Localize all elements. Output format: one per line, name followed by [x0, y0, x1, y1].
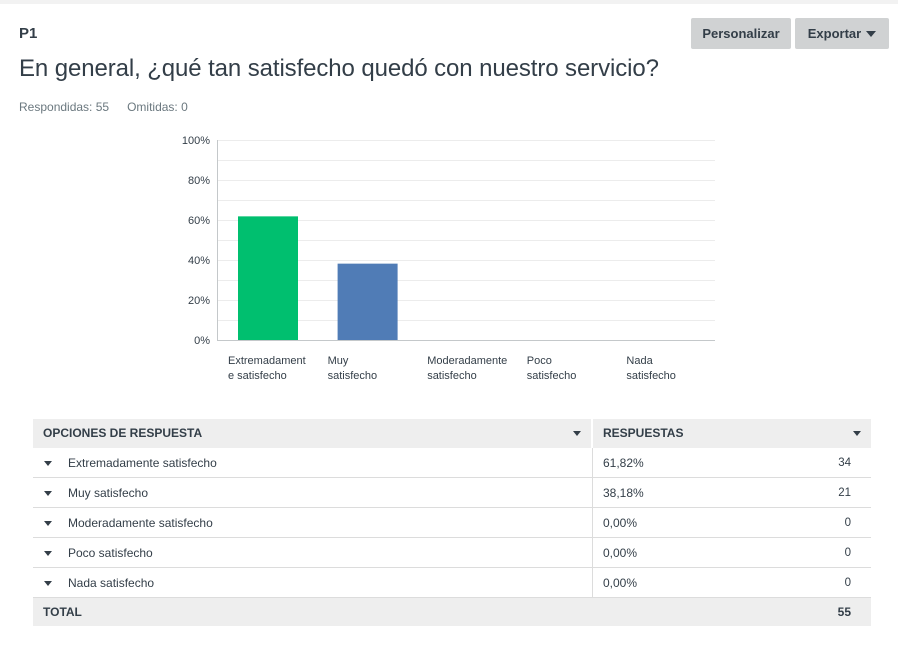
answer-option-cell: Nada satisfecho: [33, 568, 593, 597]
response-count: 0: [844, 516, 851, 529]
response-percent: 0,00%: [603, 545, 638, 560]
total-value: 55: [837, 605, 851, 619]
answer-option-label: Poco satisfecho: [68, 546, 153, 560]
x-tick-label: Moderadamente satisfecho: [427, 355, 507, 382]
header-responses-label: RESPUESTAS: [603, 426, 684, 440]
expand-caret-icon[interactable]: [44, 581, 52, 586]
table-row: Extremadamente satisfecho 61,82% 34: [33, 448, 871, 478]
chevron-down-icon: [866, 30, 877, 37]
answer-option-cell: Moderadamente satisfecho: [33, 508, 593, 537]
answer-option-label: Nada satisfecho: [68, 576, 155, 590]
expand-caret-icon[interactable]: [44, 461, 52, 466]
answer-option-cell: Muy satisfecho: [33, 478, 593, 507]
x-tick-label: Poco satisfecho: [527, 355, 577, 382]
skipped-count: Omitidas: 0: [127, 100, 188, 114]
export-button-label: Exportar: [807, 26, 862, 41]
expand-caret-icon[interactable]: [44, 491, 52, 496]
answer-option-label: Extremadamente satisfecho: [68, 456, 217, 470]
y-tick-label: 40%: [188, 255, 210, 267]
header-answer-options[interactable]: OPCIONES DE RESPUESTA: [33, 419, 593, 448]
sort-caret-icon: [853, 431, 861, 436]
bar: [337, 263, 398, 340]
response-percent: 0,00%: [603, 575, 638, 590]
responses-table: OPCIONES DE RESPUESTA RESPUESTAS Extrema…: [33, 419, 871, 626]
expand-caret-icon[interactable]: [44, 551, 52, 556]
bar-chart: 0% 20% 40% 60% 80% 100% Extremadament e satisfe…: [182, 135, 715, 382]
response-count: 34: [838, 456, 851, 469]
total-label: TOTAL: [43, 605, 82, 619]
question-title: En general, ¿qué tan satisfecho quedó co…: [19, 55, 659, 82]
x-tick-label: Muy satisfecho: [328, 355, 378, 382]
y-tick-label: 100%: [182, 135, 210, 147]
response-percent: 38,18%: [603, 485, 644, 500]
y-tick-label: 20%: [188, 295, 210, 307]
response-stats: Respondidas: 55 Omitidas: 0: [19, 100, 188, 114]
answer-option-label: Moderadamente satisfecho: [68, 516, 213, 530]
x-tick-label: Extremadament e satisfecho: [228, 355, 306, 382]
table-row: Nada satisfecho 0,00% 0: [33, 568, 871, 598]
response-percent: 61,82%: [603, 455, 644, 470]
expand-caret-icon[interactable]: [44, 521, 52, 526]
answer-option-cell: Poco satisfecho: [33, 538, 593, 567]
y-tick-label: 0%: [194, 335, 210, 347]
customize-button[interactable]: Personalizar: [691, 18, 791, 49]
sort-caret-icon: [573, 431, 581, 436]
answer-option-cell: Extremadamente satisfecho: [33, 448, 593, 477]
bar: [238, 216, 298, 340]
export-button[interactable]: Exportar: [795, 18, 889, 49]
question-number: P1: [19, 25, 38, 42]
table-total-row: TOTAL 55: [33, 598, 871, 626]
response-count: 21: [838, 486, 851, 499]
y-tick-label: 60%: [188, 215, 210, 227]
table-row: Moderadamente satisfecho 0,00% 0: [33, 508, 871, 538]
header-answer-options-label: OPCIONES DE RESPUESTA: [43, 426, 203, 440]
top-divider: [0, 0, 898, 4]
header-responses[interactable]: RESPUESTAS: [593, 419, 871, 448]
customize-button-label: Personalizar: [702, 26, 780, 41]
answered-count: Respondidas: 55: [19, 100, 110, 114]
response-count: 0: [844, 546, 851, 559]
table-row: Poco satisfecho 0,00% 0: [33, 538, 871, 568]
y-tick-label: 80%: [188, 175, 210, 187]
x-tick-label: Nada satisfecho: [626, 355, 676, 382]
response-percent: 0,00%: [603, 515, 638, 530]
response-count: 0: [844, 576, 851, 589]
table-row: Muy satisfecho 38,18% 21: [33, 478, 871, 508]
answer-option-label: Muy satisfecho: [68, 486, 149, 500]
table-header: OPCIONES DE RESPUESTA RESPUESTAS: [33, 419, 871, 448]
